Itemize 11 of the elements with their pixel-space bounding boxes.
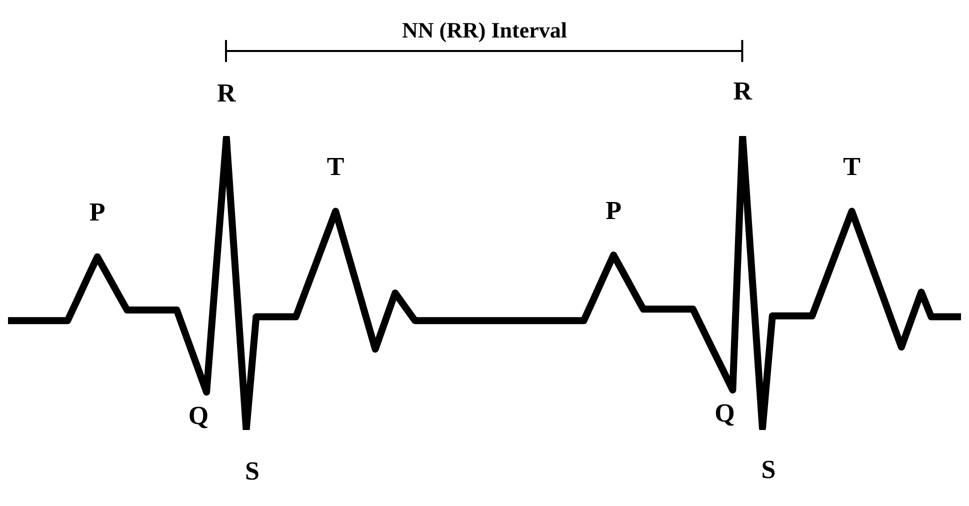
annotation: R bbox=[733, 76, 752, 106]
annotation: P bbox=[89, 198, 106, 227]
annotation: T bbox=[843, 152, 860, 181]
annotation: P bbox=[606, 196, 622, 225]
annotation: T bbox=[326, 152, 344, 181]
annotation: R bbox=[217, 78, 236, 108]
text: NN (RR) Interval bbox=[402, 18, 567, 43]
annotation: Q bbox=[714, 398, 735, 428]
annotation: S bbox=[761, 454, 776, 484]
annotation: S bbox=[245, 456, 260, 486]
annotation: Q bbox=[188, 400, 209, 430]
